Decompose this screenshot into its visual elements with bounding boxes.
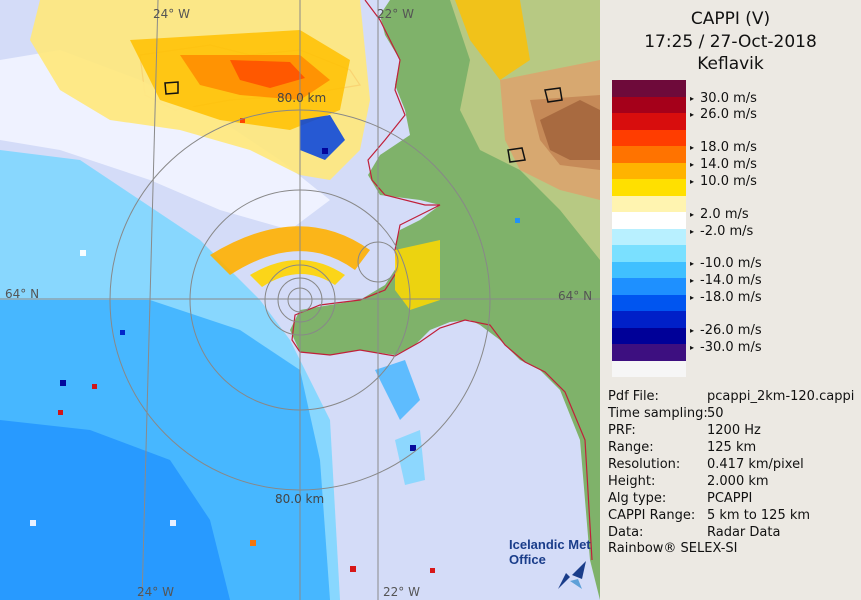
station-title: Keflavik [697,54,764,74]
metadata-row: Data: Radar Data [608,525,780,540]
lon-label-top-right: 22° W [377,7,414,21]
metadata-value: Radar Data [707,525,781,540]
legend-label: 2.0 m/s [690,207,749,222]
metadata-key: Time sampling: [608,406,708,421]
software-credit: Rainbow® SELEX-SI [608,541,738,556]
imo-logo: Icelandic Met Office [509,537,591,567]
legend-label: 26.0 m/s [690,107,757,122]
metadata-value: PCAPPI [707,491,753,506]
lon-label-bottom-left: 24° W [137,585,174,599]
legend-swatch [612,179,686,196]
legend-swatch [612,80,686,97]
legend-label: -10.0 m/s [690,256,762,271]
metadata-value: 50 [707,406,724,421]
legend-swatch [612,212,686,229]
metadata-row: Height: 2.000 km [608,474,769,489]
legend-label: -30.0 m/s [690,340,762,355]
legend-swatch [612,146,686,163]
metadata-key: Range: [608,440,654,455]
legend-swatch [612,360,686,377]
metadata-value: 1200 Hz [707,423,761,438]
legend-swatch [612,327,686,344]
metadata-value: 2.000 km [707,474,769,489]
imo-logo-line1: Icelandic Met [509,537,591,552]
legend-swatch [612,129,686,146]
legend-swatch [612,195,686,212]
metadata-row: PRF: 1200 Hz [608,423,761,438]
legend-swatch [612,294,686,311]
legend-swatch [612,278,686,295]
legend-label: 30.0 m/s [690,91,757,106]
lat-label-left: 64° N [5,287,40,301]
metadata-row: Time sampling:50 [608,406,724,421]
legend-label: -18.0 m/s [690,290,762,305]
product-title: CAPPI (V) [690,9,771,29]
legend-label: -2.0 m/s [690,224,753,239]
legend-swatch [612,162,686,179]
imo-logo-line2: Office [509,552,546,567]
metadata-row: Alg type: PCAPPI [608,491,752,506]
legend-label: -14.0 m/s [690,273,762,288]
lon-label-bottom-right: 22° W [383,585,420,599]
lon-label-top-left: 24° W [153,7,190,21]
legend-label: 18.0 m/s [690,140,757,155]
metadata-key: Alg type: [608,491,667,506]
datetime-title: 17:25 / 27-Oct-2018 [644,32,817,52]
lat-label-right: 64° N [558,289,593,303]
metadata-value: 125 km [707,440,757,455]
metadata-key: Pdf File: [608,389,659,404]
metadata-row: Resolution: 0.417 km/pixel [608,457,804,472]
legend-swatch [612,245,686,262]
metadata-row: Pdf File: pcappi_2km-120.cappi [608,389,854,404]
metadata-key: Data: [608,525,644,540]
metadata-value: pcappi_2km-120.cappi [707,389,855,404]
legend-label: 10.0 m/s [690,174,757,189]
legend-swatch [612,261,686,278]
range-ring-label-bottom: 80.0 km [275,492,325,506]
legend-swatch [612,96,686,113]
metadata-value: 5 km to 125 km [707,508,811,523]
imo-logo-icon [558,561,586,589]
legend-swatch [612,228,686,245]
legend-swatch [612,344,686,361]
range-ring-label-top: 80.0 km [277,91,327,105]
metadata-key: CAPPI Range: [608,508,696,523]
legend-swatch [612,113,686,130]
legend-swatch [612,311,686,328]
metadata-key: Resolution: [608,457,681,472]
legend-label: -26.0 m/s [690,323,762,338]
metadata-value: 0.417 km/pixel [707,457,804,472]
legend-label: 14.0 m/s [690,157,757,172]
radar-map: 24° W 22° W 24° W 22° W 64° N 64° N 80.0… [0,0,600,600]
metadata-row: CAPPI Range: 5 km to 125 km [608,508,810,523]
metadata-key: PRF: [608,423,636,438]
color-legend [612,80,686,377]
metadata-row: Range: 125 km [608,440,756,455]
metadata-key: Height: [608,474,656,489]
radar-canvas [0,0,600,600]
